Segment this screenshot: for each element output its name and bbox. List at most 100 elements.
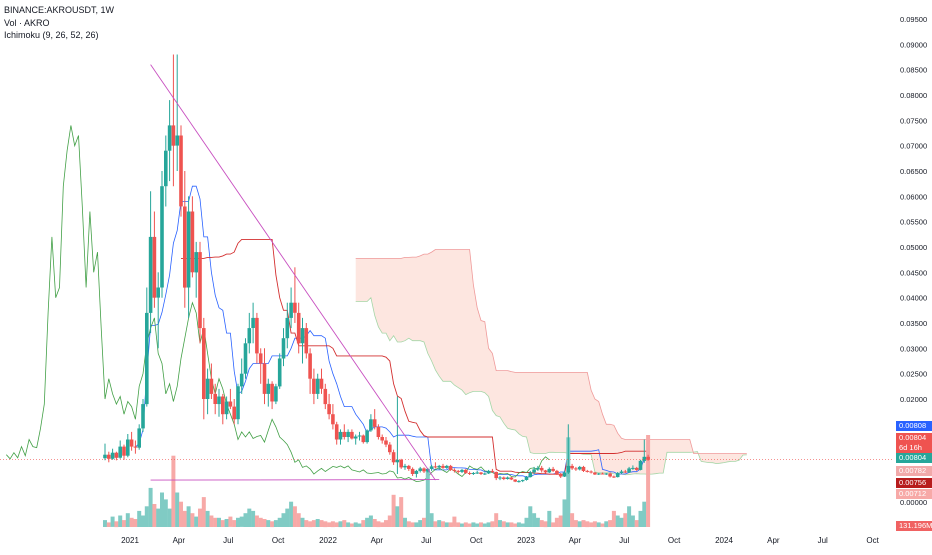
candle-body <box>562 472 567 477</box>
volume-bar <box>429 513 434 527</box>
candle <box>312 368 316 405</box>
volume-bar <box>509 522 514 527</box>
candle <box>570 463 574 470</box>
legend-volume[interactable]: Vol · AKRO <box>4 17 50 28</box>
volume-bar <box>535 517 540 527</box>
candle-body <box>114 452 119 458</box>
candle-body <box>570 465 574 469</box>
candle <box>376 424 381 440</box>
candle <box>475 470 479 474</box>
candle <box>118 440 122 459</box>
candle-body <box>281 338 286 359</box>
volume-bar <box>425 469 430 527</box>
candle-body <box>110 452 115 459</box>
volume-bar <box>141 515 145 527</box>
legend-ichimoku[interactable]: Ichimoku (9, 26, 52, 26) <box>4 30 99 40</box>
volume-bar <box>577 521 582 528</box>
candle-body <box>577 466 582 470</box>
candle-body <box>502 477 506 479</box>
x-tick-label: Oct <box>668 536 681 545</box>
candle <box>236 383 240 425</box>
candle-body <box>619 471 624 473</box>
volume-bar <box>387 515 392 527</box>
candle <box>498 476 502 481</box>
candle <box>558 473 563 478</box>
candle <box>221 393 225 425</box>
volume-bar <box>163 499 168 527</box>
candle <box>346 429 350 443</box>
x-tick-label: Jul <box>421 536 431 545</box>
volume-bar <box>516 522 521 527</box>
volume-bar <box>156 508 161 527</box>
volume-bar <box>152 504 157 527</box>
candle-body <box>524 477 529 480</box>
y-tick-label: 0.05000 <box>900 243 927 252</box>
candle <box>532 466 536 474</box>
candle <box>270 381 274 410</box>
candle <box>593 472 597 475</box>
candle-body <box>456 470 460 472</box>
volume-bar <box>311 520 316 527</box>
volume-bar <box>551 522 556 527</box>
volume-bar <box>566 437 571 527</box>
y-tick-label: 0.08000 <box>900 91 927 100</box>
candle <box>183 171 187 308</box>
candle-body <box>129 439 134 447</box>
candle-body <box>270 383 274 402</box>
volume-bar <box>634 520 639 527</box>
price-tag: 0.00712 <box>896 489 932 499</box>
candle <box>437 464 441 470</box>
candle-body <box>164 150 168 187</box>
leading-span-a <box>355 296 747 476</box>
volume-bar <box>467 523 472 527</box>
candle <box>160 171 164 298</box>
candle <box>513 479 517 483</box>
candle-body <box>517 481 521 483</box>
candle-body <box>262 363 267 394</box>
volume-bar <box>380 522 385 527</box>
kumo-fill <box>355 249 747 475</box>
legend-symbol[interactable]: BINANCE:AKROUSDT, 1W <box>4 5 115 15</box>
volume-bar <box>171 455 176 527</box>
volume-bar <box>615 515 620 527</box>
volume-bar <box>209 515 214 527</box>
volume-bar <box>251 510 256 527</box>
candle <box>145 287 149 407</box>
candle-body <box>486 470 491 474</box>
candle-body <box>467 473 472 474</box>
volume-bar <box>205 510 210 527</box>
candle-body <box>612 476 616 478</box>
candle-body <box>141 404 145 429</box>
candle <box>202 317 206 420</box>
volume-bar <box>273 520 278 527</box>
volume-bar <box>452 516 457 527</box>
volume-bar <box>399 497 404 527</box>
volume-bar <box>418 520 423 527</box>
volume-bar <box>608 520 613 527</box>
volume-bar <box>137 510 142 527</box>
candle <box>528 470 533 478</box>
candle-body <box>353 436 358 439</box>
volume-bar <box>160 492 164 527</box>
candle <box>479 472 483 475</box>
candle-body <box>350 431 354 439</box>
candle-body <box>239 373 244 387</box>
candle <box>194 241 198 298</box>
volume-bar <box>646 435 651 527</box>
candle-body <box>274 386 278 402</box>
candle <box>262 348 267 405</box>
y-tick-label: 0.06000 <box>900 192 927 201</box>
volume-bar <box>353 522 358 527</box>
volume-bar <box>505 522 510 527</box>
candle-body <box>479 472 483 474</box>
candle-body <box>122 446 126 456</box>
candle <box>581 465 586 472</box>
candle-body <box>357 435 362 437</box>
candle <box>634 466 639 471</box>
support-line <box>150 479 440 481</box>
candle <box>539 465 544 473</box>
candle-body <box>258 353 263 364</box>
volume-bar <box>308 521 313 528</box>
